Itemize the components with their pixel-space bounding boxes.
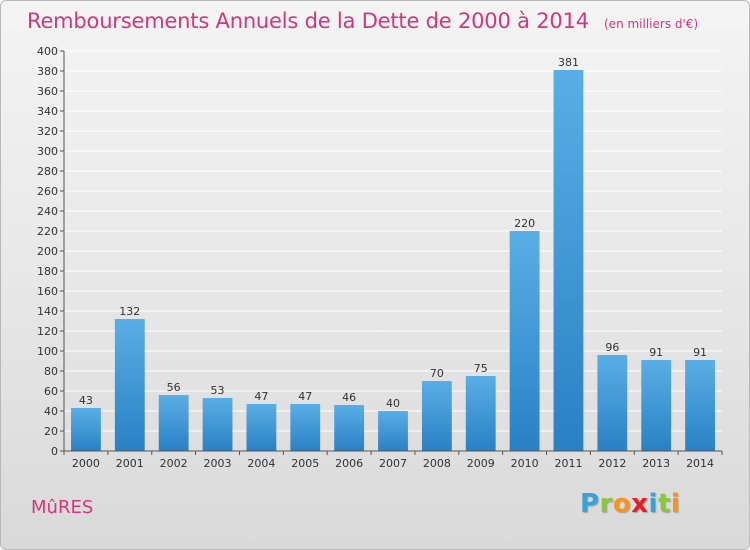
- data-label: 70: [430, 367, 444, 380]
- y-tick-label: 300: [37, 145, 58, 158]
- data-label: 56: [167, 381, 181, 394]
- data-label: 40: [386, 397, 400, 410]
- x-tick-label: 2004: [247, 457, 275, 470]
- place-name: MûRES: [31, 497, 94, 518]
- bars: [71, 70, 715, 451]
- bar-2003: [202, 398, 233, 451]
- x-tick-label: 2011: [554, 457, 582, 470]
- chart-title: Remboursements Annuels de la Dette de 20…: [27, 9, 589, 33]
- y-tick-label: 340: [37, 105, 58, 118]
- y-tick-label: 100: [37, 345, 58, 358]
- bar-2012: [597, 355, 628, 451]
- data-label: 91: [693, 346, 707, 359]
- bar-2006: [334, 405, 365, 451]
- y-tick-label: 160: [37, 285, 58, 298]
- y-tick-label: 0: [51, 445, 58, 458]
- logo-letter: i: [670, 489, 681, 519]
- x-tick-label: 2012: [598, 457, 626, 470]
- logo-letter: i: [648, 489, 658, 519]
- data-label: 47: [298, 390, 312, 403]
- bar-2002: [158, 395, 189, 451]
- y-tick-label: 280: [37, 165, 58, 178]
- y-tick-label: 260: [37, 185, 58, 198]
- bar-2009: [465, 376, 496, 451]
- x-tick-label: 2010: [511, 457, 539, 470]
- bar-2011: [553, 70, 584, 451]
- x-tick-label: 2006: [335, 457, 363, 470]
- y-tick-label: 60: [44, 385, 58, 398]
- data-label: 96: [605, 341, 619, 354]
- x-tick-label: 2007: [379, 457, 407, 470]
- chart-unit: (en milliers d'€): [604, 17, 699, 31]
- y-tick-label: 240: [37, 205, 58, 218]
- data-label: 220: [514, 217, 535, 230]
- title-row: Remboursements Annuels de la Dette de 20…: [27, 9, 698, 33]
- y-tick-label: 400: [37, 45, 58, 58]
- logo-letter: o: [612, 489, 632, 519]
- logo-letter: x: [631, 489, 649, 519]
- bar-2000: [71, 408, 101, 451]
- logo-letter: P: [580, 489, 600, 519]
- bar-2010: [509, 231, 540, 451]
- y-tick-label: 140: [37, 305, 58, 318]
- data-label: 53: [211, 384, 225, 397]
- bar-2005: [290, 404, 321, 451]
- bar-2008: [421, 381, 452, 451]
- y-tick-label: 360: [37, 85, 58, 98]
- x-tick-label: 2005: [291, 457, 319, 470]
- y-tick-label: 200: [37, 245, 58, 258]
- data-label: 43: [79, 394, 93, 407]
- x-tick-label: 2013: [642, 457, 670, 470]
- proxiti-logo[interactable]: Proxiti: [580, 489, 680, 519]
- y-tick-label: 320: [37, 125, 58, 138]
- y-tick-label: 220: [37, 225, 58, 238]
- y-tick-label: 180: [37, 265, 58, 278]
- bar-2007: [378, 411, 408, 451]
- x-tick-label: 2009: [467, 457, 495, 470]
- y-tick-label: 20: [44, 425, 58, 438]
- x-tick-label: 2014: [686, 457, 714, 470]
- x-axis-ticks: 2000 2001 2002 2003 2004 2005 2006 2007 2008 2009…: [63, 451, 723, 470]
- data-label: 132: [119, 305, 140, 318]
- data-labels: 43 132 56 53 47 47 46 40 70 75 220 381 96 91 91: [79, 56, 707, 410]
- x-tick-label: 2000: [72, 457, 100, 470]
- bar-2014: [685, 360, 715, 451]
- x-tick-label: 2003: [204, 457, 232, 470]
- data-label: 91: [649, 346, 663, 359]
- data-label: 47: [254, 390, 268, 403]
- bar-2004: [246, 404, 277, 451]
- y-tick-label: 120: [37, 325, 58, 338]
- x-tick-label: 2002: [160, 457, 188, 470]
- y-tick-label: 40: [44, 405, 58, 418]
- data-label: 381: [558, 56, 579, 69]
- x-tick-label: 2008: [423, 457, 451, 470]
- bar-2013: [641, 360, 672, 451]
- x-tick-label: 2001: [116, 457, 144, 470]
- bar-2001: [114, 319, 145, 451]
- data-label: 46: [342, 391, 356, 404]
- logo-letter: r: [599, 489, 613, 519]
- logo-letter: t: [657, 489, 671, 519]
- y-tick-label: 80: [44, 365, 58, 378]
- data-label: 75: [474, 362, 488, 375]
- y-axis-ticks: 0 20 40 60 80 100 120 140 160 180 200 220 240 260 280 3…: [37, 45, 64, 458]
- y-tick-label: 380: [37, 65, 58, 78]
